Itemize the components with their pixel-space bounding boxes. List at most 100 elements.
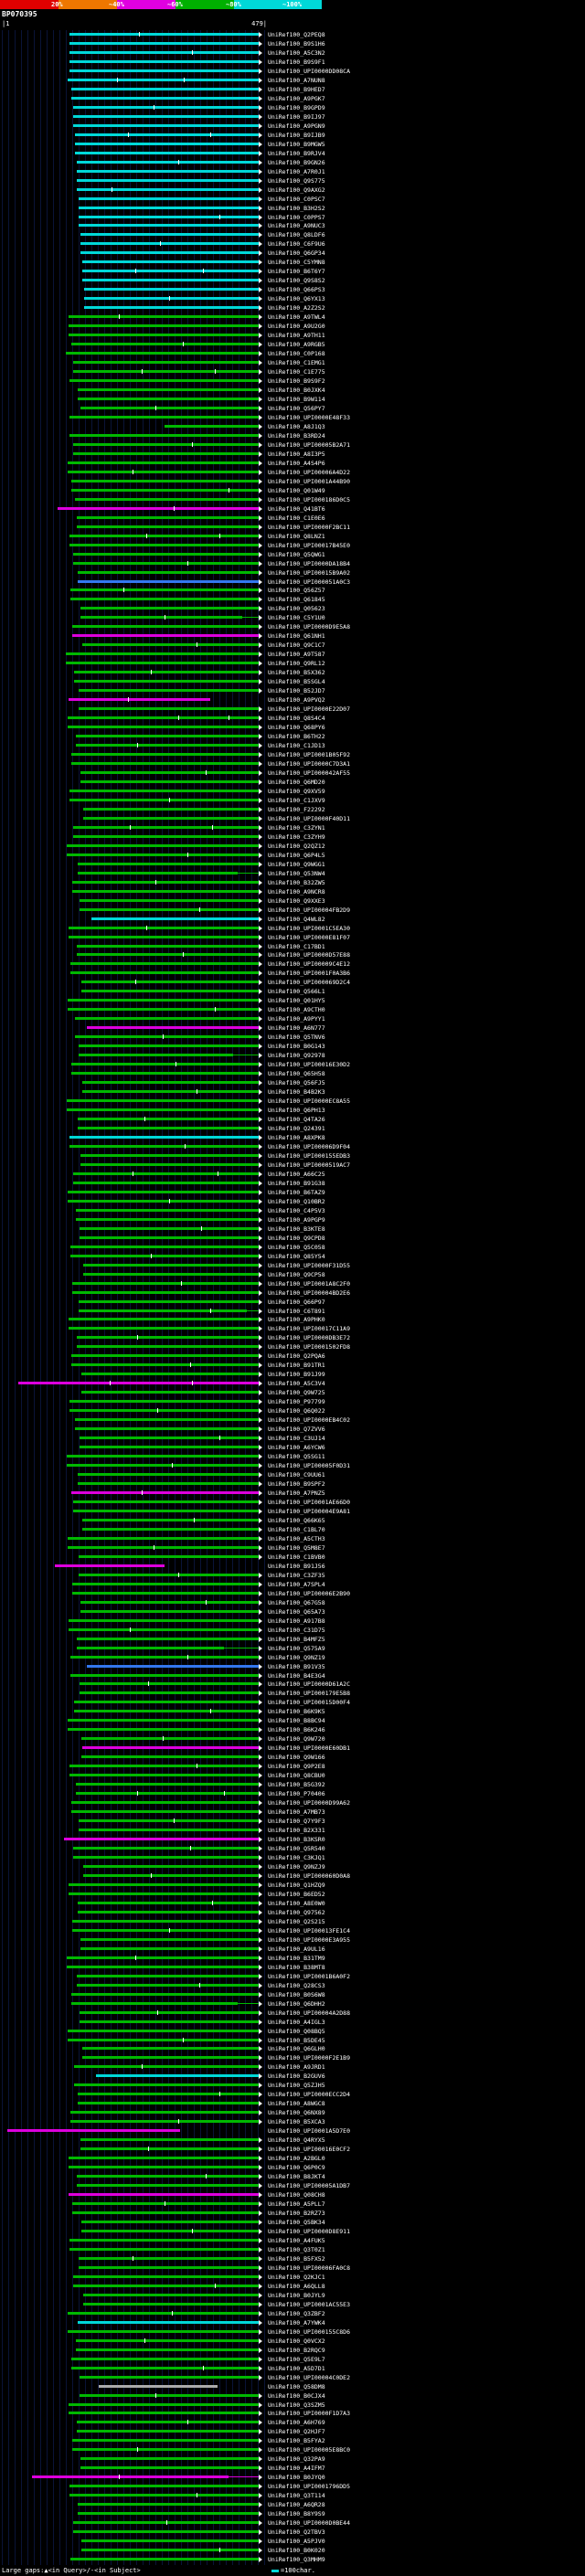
hit-bar[interactable] — [70, 971, 259, 975]
hit-label[interactable]: UniRef100_A5C3V4 — [268, 1380, 325, 1388]
hit-bar[interactable] — [78, 2512, 259, 2516]
hit-bar[interactable] — [70, 1655, 259, 1659]
hit-label[interactable]: UniRef100_UPI0000F1D7A3 — [268, 2410, 351, 2418]
hit-bar[interactable] — [67, 1464, 259, 1468]
hit-bar[interactable] — [67, 1956, 259, 1959]
hit-label[interactable]: UniRef100_A4IGL3 — [268, 2018, 325, 2026]
hit-label[interactable]: UniRef100_UPI0000D8E911 — [268, 2227, 351, 2235]
hit-bar[interactable] — [69, 41, 259, 45]
hit-label[interactable]: UniRef100_Q66P97 — [268, 1298, 325, 1306]
hit-bar[interactable] — [73, 1171, 259, 1175]
hit-label[interactable]: UniRef100_Q97562 — [268, 1908, 325, 1916]
hit-label[interactable]: UniRef100_Q56PY7 — [268, 404, 325, 412]
hit-bar[interactable] — [70, 1254, 259, 1257]
hit-label[interactable]: UniRef100_C3UJ14 — [268, 1435, 325, 1443]
hit-bar[interactable] — [72, 2202, 259, 2206]
hit-label[interactable]: UniRef100_UPI00005B2A71 — [268, 440, 351, 449]
hit-bar[interactable] — [74, 2065, 259, 2069]
hit-bar[interactable] — [73, 1509, 259, 1512]
hit-label[interactable]: UniRef100_UPI0001C5EA30 — [268, 924, 351, 932]
hit-bar[interactable] — [69, 379, 259, 383]
hit-bar[interactable] — [83, 1873, 259, 1877]
hit-bar[interactable] — [72, 625, 259, 629]
hit-label[interactable]: UniRef100_A9CTH0 — [268, 1006, 325, 1014]
hit-bar[interactable] — [69, 2238, 259, 2242]
hit-label[interactable]: UniRef100_C3ZF35 — [268, 1571, 325, 1579]
hit-label[interactable]: UniRef100_B31TM9 — [268, 1954, 325, 1962]
hit-label[interactable]: UniRef100_UPI000179E5B8 — [268, 1690, 351, 1698]
hit-label[interactable]: UniRef100_Q66K65 — [268, 1516, 325, 1524]
hit-label[interactable]: UniRef100_Q9S8S2 — [268, 277, 325, 285]
hit-label[interactable]: UniRef100_Q5R540 — [268, 1845, 325, 1853]
hit-bar[interactable] — [72, 2211, 259, 2215]
hit-bar[interactable] — [77, 1974, 259, 1977]
hit-label[interactable]: UniRef100_UPI0000E48F33 — [268, 413, 351, 421]
hit-bar[interactable] — [69, 1774, 259, 1777]
hit-bar[interactable] — [77, 178, 259, 182]
hit-bar[interactable] — [70, 598, 259, 601]
hit-bar[interactable] — [80, 1600, 259, 1604]
hit-label[interactable]: UniRef100_UPI000155EDB3 — [268, 1151, 351, 1160]
hit-label[interactable]: UniRef100_B9MGW5 — [268, 140, 325, 148]
hit-label[interactable]: UniRef100_UPI00017B45E0 — [268, 541, 351, 549]
hit-label[interactable]: UniRef100_Q5TNV6 — [268, 1034, 325, 1042]
hit-bar[interactable] — [72, 880, 259, 884]
hit-bar[interactable] — [69, 798, 259, 801]
hit-bar[interactable] — [69, 2485, 259, 2488]
hit-bar[interactable] — [77, 1336, 259, 1340]
hit-label[interactable]: UniRef100_Q65H58 — [268, 1070, 325, 1078]
hit-bar[interactable] — [81, 981, 259, 984]
hit-label[interactable]: UniRef100_Q4TA26 — [268, 1116, 325, 1124]
hit-label[interactable]: UniRef100_UPI0001F0A3B6 — [268, 970, 351, 978]
hit-bar[interactable] — [72, 1281, 259, 1285]
hit-bar[interactable] — [69, 2494, 259, 2497]
hit-label[interactable]: UniRef100_A9PHK0 — [268, 1316, 325, 1324]
hit-label[interactable]: UniRef100_A9RGB5 — [268, 341, 325, 349]
hit-label[interactable]: UniRef100_A6QR28 — [268, 2501, 325, 2509]
hit-bar[interactable] — [70, 2111, 259, 2115]
hit-label[interactable]: UniRef100_A9JRD1 — [268, 2063, 325, 2072]
hit-label[interactable]: UniRef100_Q24391 — [268, 1125, 325, 1132]
hit-label[interactable]: UniRef100_UPI00017C11A9 — [268, 1325, 351, 1333]
hit-label[interactable]: UniRef100_UPI0001502FD8 — [268, 1343, 351, 1352]
hit-bar[interactable] — [80, 406, 259, 409]
hit-bar[interactable] — [77, 187, 259, 191]
hit-bar[interactable] — [72, 1928, 259, 1932]
hit-label[interactable]: UniRef100_UPI0000D57E88 — [268, 951, 351, 959]
hit-label[interactable]: UniRef100_UPI0000E81F07 — [268, 933, 351, 941]
hit-bar[interactable] — [69, 69, 259, 72]
hit-label[interactable]: UniRef100_UPI000069D2C4 — [268, 979, 351, 987]
hit-bar[interactable] — [72, 1290, 259, 1294]
hit-label[interactable]: UniRef100_A8J1Q3 — [268, 422, 325, 430]
hit-bar[interactable] — [75, 1427, 259, 1431]
hit-label[interactable]: UniRef100_B3H2S2 — [268, 204, 325, 212]
hit-bar[interactable] — [74, 1710, 259, 1713]
hit-bar[interactable] — [69, 1318, 259, 1321]
hit-label[interactable]: UniRef100_B91G38 — [268, 1179, 325, 1187]
hit-bar[interactable] — [79, 215, 259, 218]
hit-bar[interactable] — [70, 1673, 259, 1677]
hit-bar[interactable] — [70, 2120, 259, 2124]
hit-label[interactable]: UniRef100_B9GN26 — [268, 158, 325, 166]
hit-bar[interactable] — [69, 543, 259, 546]
hit-label[interactable]: UniRef100_B9W114 — [268, 396, 325, 403]
hit-bar[interactable] — [78, 570, 259, 574]
hit-label[interactable]: UniRef100_UPI0001B6A0F2 — [268, 1972, 351, 1980]
hit-label[interactable]: UniRef100_Q56Z57 — [268, 587, 325, 595]
hit-bar[interactable] — [69, 1618, 259, 1622]
hit-bar[interactable] — [71, 2001, 238, 2005]
hit-label[interactable]: UniRef100_UPI00006E2B90 — [268, 1589, 351, 1597]
hit-bar[interactable] — [71, 1491, 259, 1494]
hit-label[interactable]: UniRef100_B9GPD9 — [268, 103, 325, 111]
hit-label[interactable]: UniRef100_UPI0001B05F92 — [268, 751, 351, 759]
hit-bar[interactable] — [66, 352, 259, 355]
hit-label[interactable]: UniRef100_C5Y1U0 — [268, 614, 325, 622]
hit-label[interactable]: UniRef100_Q5QWG1 — [268, 550, 325, 558]
hit-bar[interactable] — [77, 1637, 259, 1640]
hit-bar[interactable] — [74, 671, 259, 674]
hit-bar[interactable] — [81, 1755, 259, 1759]
hit-label[interactable]: UniRef100_UPI0001796DD5 — [268, 2483, 351, 2491]
hit-label[interactable]: UniRef100_UPI00005E8BC0 — [268, 2446, 351, 2454]
hit-bar[interactable] — [77, 1345, 259, 1349]
hit-bar[interactable] — [69, 789, 259, 792]
